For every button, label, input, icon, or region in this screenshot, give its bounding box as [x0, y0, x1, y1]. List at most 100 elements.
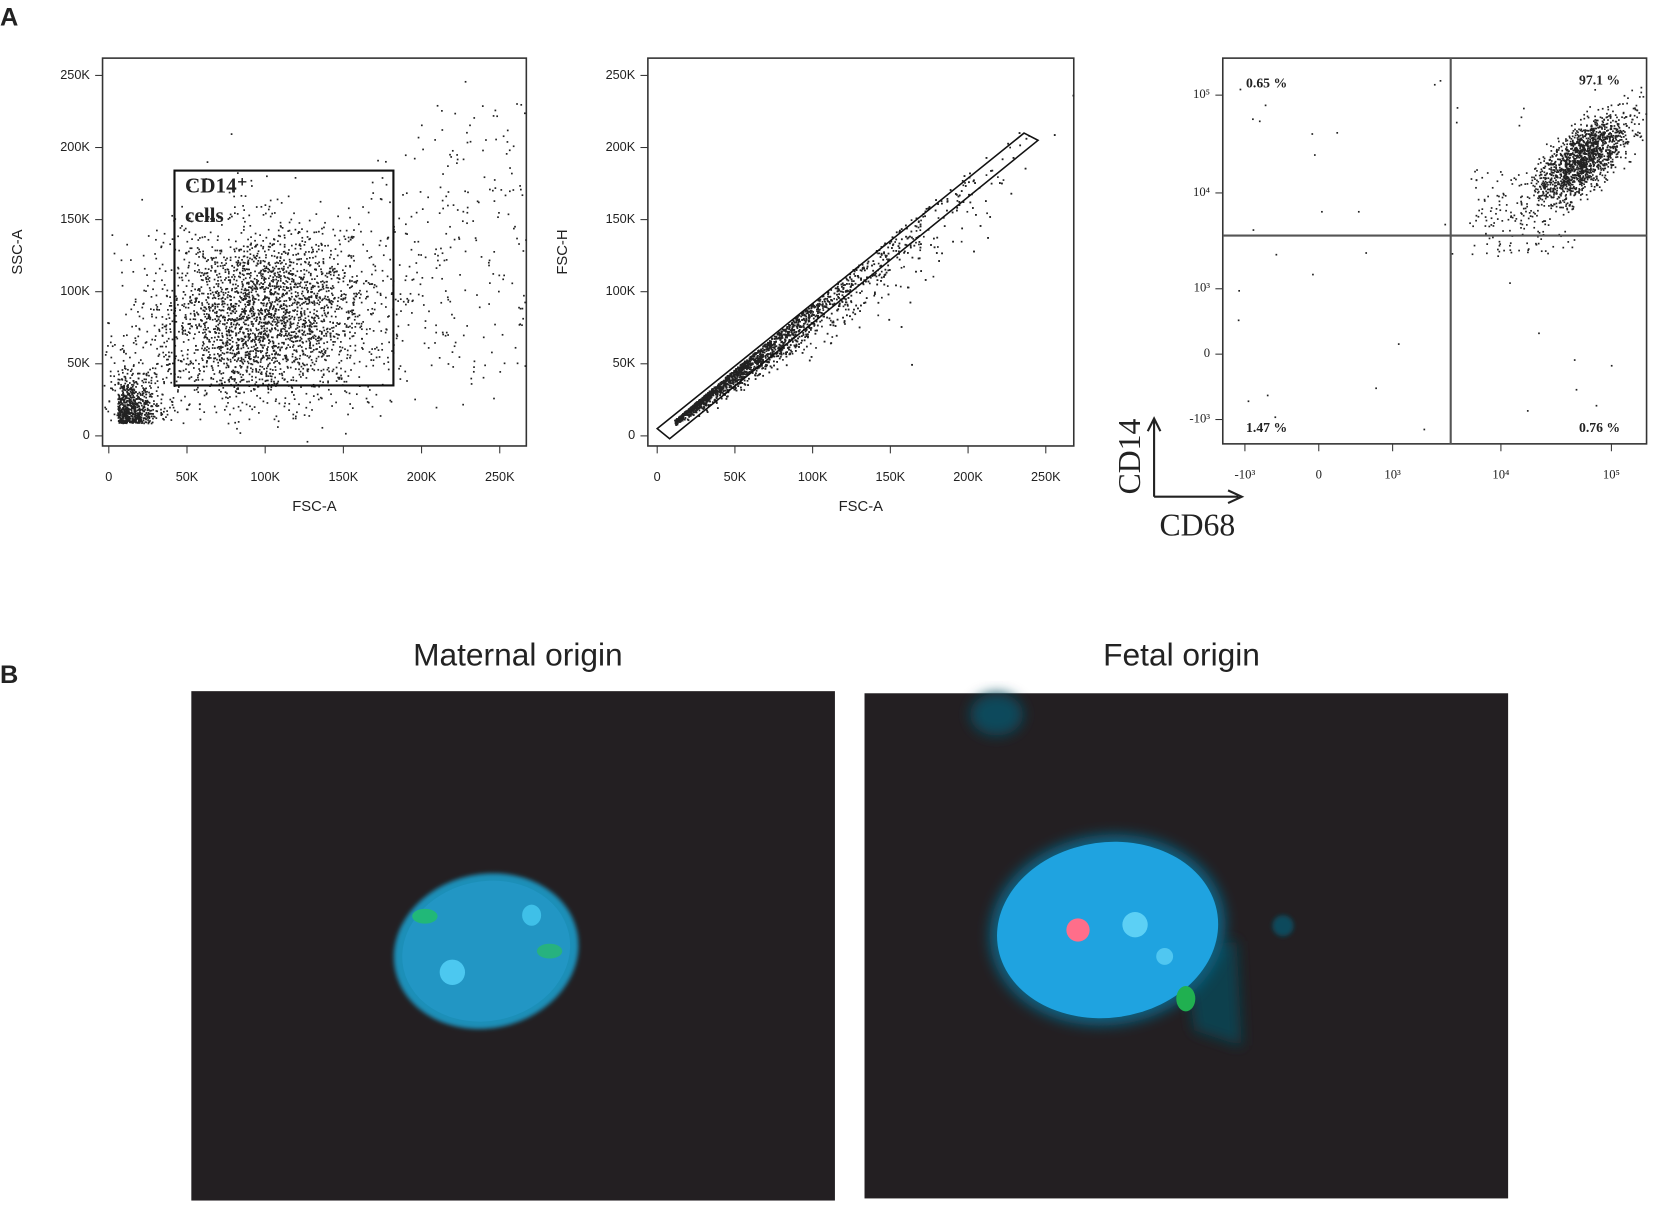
event-dot — [137, 412, 140, 415]
event-dot — [227, 314, 230, 317]
event-dot — [246, 250, 249, 253]
event-dot — [221, 346, 224, 349]
event-dot — [231, 276, 233, 278]
event-dot — [398, 367, 400, 370]
event-dot — [303, 414, 306, 416]
event-dot — [275, 265, 278, 268]
event-dot — [263, 278, 265, 281]
event-dot — [289, 346, 291, 349]
event-dot — [317, 282, 319, 285]
event-dot — [277, 309, 280, 311]
event-dot — [344, 296, 347, 299]
event-dot — [303, 330, 306, 333]
event-dot — [312, 337, 315, 339]
event-dot — [319, 297, 322, 300]
event-dot — [242, 310, 245, 313]
event-dot — [248, 373, 251, 376]
event-dot — [166, 340, 168, 343]
event-dot — [347, 236, 350, 239]
event-dot — [283, 268, 285, 270]
event-dot — [303, 312, 306, 314]
event-dot — [143, 410, 145, 413]
event-dot — [185, 318, 188, 320]
event-dot — [200, 307, 202, 310]
event-dot — [205, 321, 208, 324]
event-dot — [196, 327, 198, 330]
event-dot — [327, 367, 330, 369]
event-dot — [247, 263, 250, 266]
event-dot — [210, 337, 213, 339]
event-dot — [316, 315, 319, 317]
event-dot — [227, 328, 230, 331]
event-dot — [129, 417, 132, 420]
event-dot — [270, 280, 273, 282]
event-dot — [276, 316, 279, 319]
event-dot — [190, 289, 193, 292]
event-dot — [316, 250, 318, 253]
event-dot — [133, 407, 135, 410]
event-dot — [248, 302, 251, 305]
event-dot — [225, 405, 228, 408]
event-dot — [146, 409, 149, 412]
event-dot — [293, 286, 296, 289]
event-dot — [310, 272, 312, 275]
event-dot — [441, 277, 443, 280]
event-dot — [145, 290, 147, 292]
event-dot — [243, 274, 245, 277]
event-dot — [302, 278, 305, 280]
event-dot — [189, 318, 192, 321]
event-dot — [232, 318, 234, 321]
event-dot — [203, 313, 206, 316]
event-dot — [294, 417, 297, 420]
event-dot — [255, 352, 257, 354]
event-dot — [187, 331, 190, 334]
event-dot — [273, 380, 275, 383]
event-dot — [301, 303, 303, 305]
event-dot — [130, 368, 133, 371]
event-dot — [184, 333, 187, 335]
event-dot — [216, 303, 219, 306]
event-dot — [266, 365, 269, 368]
event-dot — [134, 416, 137, 419]
event-dot — [143, 422, 145, 425]
event-dot — [309, 296, 311, 298]
event-dot — [212, 310, 214, 312]
event-dot — [193, 380, 196, 383]
event-dot — [130, 396, 133, 399]
event-dot — [325, 359, 327, 362]
event-dot — [344, 370, 347, 373]
event-dot — [519, 323, 522, 326]
event-dot — [187, 363, 190, 366]
event-dot — [225, 343, 228, 346]
event-dot — [234, 366, 237, 369]
event-dot — [229, 352, 232, 354]
event-dot — [339, 350, 341, 353]
event-dot — [236, 388, 238, 390]
event-dot — [271, 353, 273, 356]
event-dot — [300, 346, 303, 348]
event-dot — [508, 149, 511, 152]
event-dot — [191, 325, 194, 328]
event-dot — [324, 244, 326, 247]
event-dot — [236, 344, 238, 347]
event-dot — [256, 274, 259, 277]
event-dot — [222, 372, 225, 374]
event-dot — [453, 317, 456, 319]
event-dot — [244, 303, 246, 306]
event-dot — [258, 368, 261, 371]
event-dot — [251, 185, 253, 187]
event-dot — [134, 413, 137, 416]
event-dot — [204, 257, 207, 260]
event-dot — [134, 409, 136, 412]
event-dot — [288, 327, 290, 330]
event-dot — [256, 293, 259, 296]
event-dot — [124, 407, 127, 410]
event-dot — [193, 314, 196, 316]
event-dot — [313, 369, 316, 372]
event-dot — [272, 347, 274, 350]
event-dot — [238, 328, 241, 330]
event-dot — [445, 259, 448, 261]
event-dot — [274, 272, 276, 275]
event-dot — [249, 274, 252, 277]
event-dot — [197, 349, 199, 351]
